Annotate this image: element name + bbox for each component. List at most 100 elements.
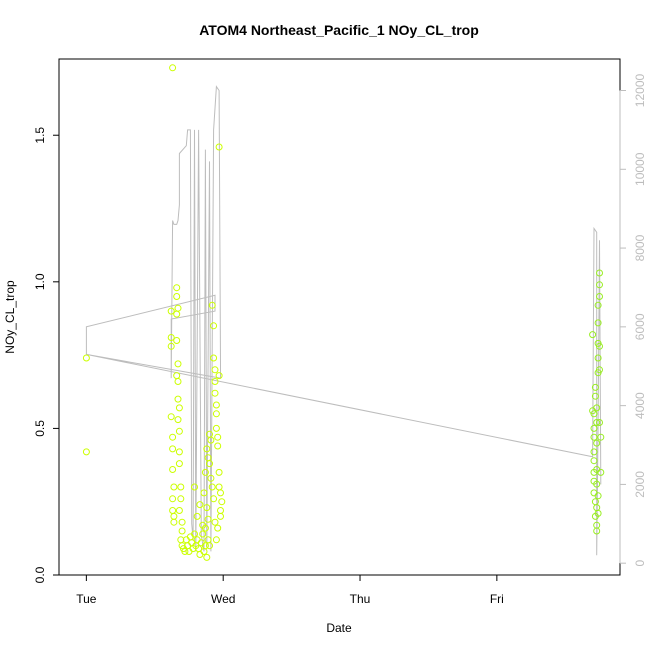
data-point [593,419,601,426]
data-point [175,427,183,435]
data-point [203,504,211,512]
y-tick-label: 0.5 [33,420,47,437]
altitude-line [85,85,602,556]
y2-tick-label: 4000 [633,392,647,419]
data-point [169,445,177,453]
data-point [593,480,601,488]
data-point [594,492,602,500]
data-point [590,424,598,432]
data-point [212,536,220,544]
data-point [204,515,212,523]
data-point [596,293,603,300]
data-point [214,433,222,441]
data-point [206,542,213,550]
data-point [181,548,189,555]
data-point [215,483,223,491]
y-axis: 0.0 0.5 1.0 1.5 [33,127,60,583]
data-point [174,378,182,385]
data-point [210,354,218,362]
data-point [210,322,218,330]
data-point [201,542,209,550]
data-point [167,413,175,421]
data-point [597,433,605,441]
data-point [174,304,182,312]
y2-tick-label: 0 [633,560,647,567]
data-point [193,512,201,520]
data-point [191,483,198,491]
data-point [193,536,201,544]
y2-tick-label: 2000 [633,471,647,498]
y-tick-label: 1.0 [33,273,47,290]
data-point [217,489,224,497]
data-point [214,524,222,532]
data-point [208,301,216,309]
data-point [82,354,90,362]
data-point [169,495,177,503]
data-point [594,301,602,309]
data-point [173,284,181,292]
data-point [211,378,219,385]
data-point [215,372,223,380]
data-point [218,498,226,506]
data-point [590,433,598,441]
data-point [212,401,220,409]
data-point [197,539,205,547]
data-point [169,433,177,441]
x-axis-title: Date [326,621,352,635]
data-point [212,424,220,432]
data-point [196,501,204,509]
data-point [177,483,185,491]
data-point [169,64,177,72]
data-point [207,436,215,444]
data-point [174,395,182,403]
data-point [590,448,598,456]
data-point [178,518,186,526]
x-tick-label: Thu [350,592,371,606]
data-point [593,527,601,535]
y2-tick-label: 6000 [633,313,647,340]
data-point [596,269,603,277]
data-point [212,410,220,418]
y2-tick-label: 8000 [633,234,647,261]
data-point [591,383,599,391]
chart-title: ATOM4 Northeast_Pacific_1 NOy_CL_trop [199,22,479,38]
data-point [175,507,183,514]
y2-tick-label: 10000 [633,152,647,186]
data-point [188,539,196,547]
x-tick-label: Wed [211,592,235,606]
data-point [591,392,599,400]
data-point [203,445,211,453]
data-point [173,293,181,300]
data-point [175,404,183,412]
data-point [185,548,193,555]
data-point [167,307,175,315]
data-point [211,389,219,397]
data-point [191,530,198,538]
data-point [594,354,602,362]
altitude-series-line [85,85,602,556]
data-point [170,512,178,520]
data-point [590,457,598,465]
data-point [199,530,207,538]
data-point [170,483,178,491]
data-point [217,507,224,514]
data-point [169,466,177,473]
data-point [173,310,181,318]
data-point [173,372,181,380]
data-points [82,64,605,561]
data-point [206,460,213,468]
data-point [210,495,218,503]
data-point [590,489,598,497]
data-point [596,342,603,350]
data-point [211,518,219,526]
data-point [178,527,186,535]
x-tick-label: Fri [490,592,504,606]
data-point [208,483,216,491]
plot-frame [58,58,621,576]
data-point [211,366,219,374]
data-point [215,143,223,151]
y-axis-title: NOy_CL_trop [3,280,17,354]
data-point [214,442,222,450]
y2-axis: 0 2000 4000 6000 8000 10000 12000 [619,74,647,567]
